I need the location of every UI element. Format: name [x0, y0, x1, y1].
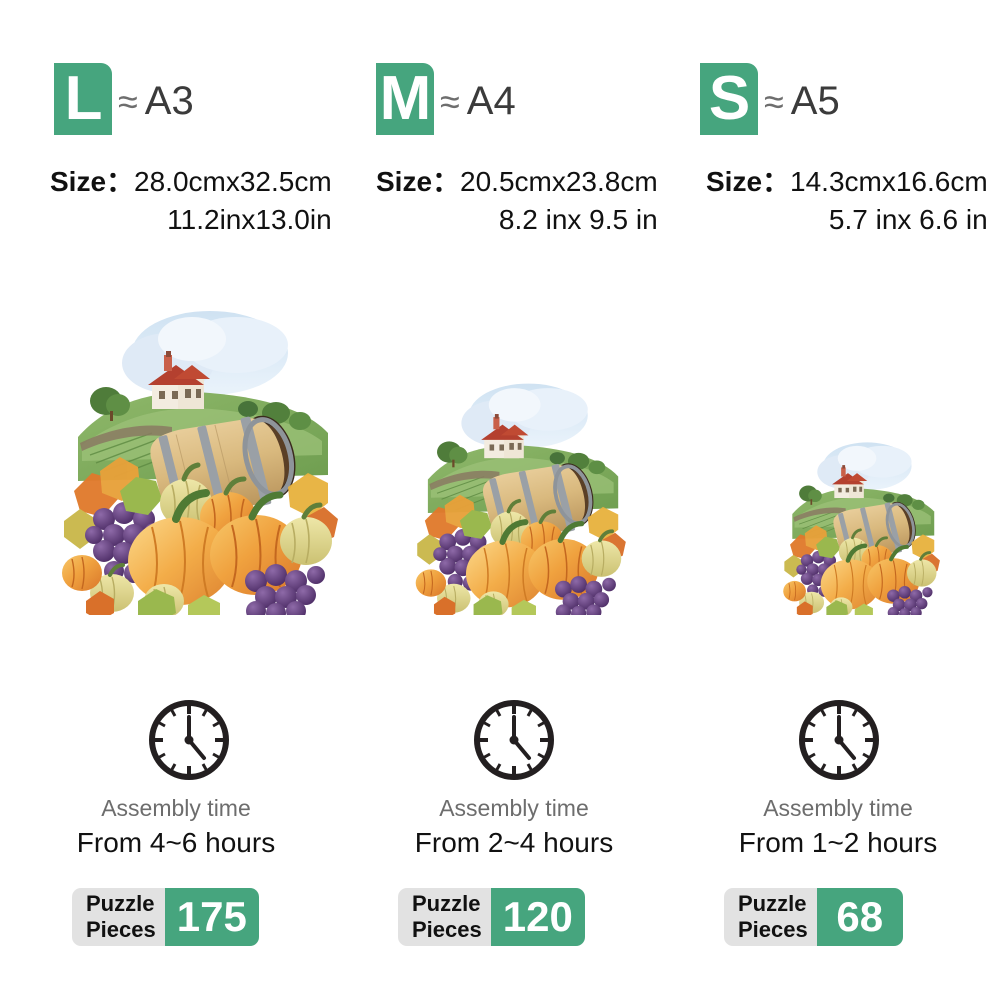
puzzle-pieces-label-large: Puzzle Pieces [72, 888, 165, 946]
assembly-time-value-medium: From 2~4 hours [414, 827, 614, 858]
puzzle-pieces-label-small: Puzzle Pieces [724, 888, 817, 946]
autumn-harvest-puzzle-large [60, 305, 338, 615]
puzzle-pieces-count-small: 68 [816, 888, 903, 946]
assembly-time-title-small: Assembly time [763, 795, 913, 821]
paper-equivalent-large: ≈ A3 [118, 81, 194, 121]
assembly-time-value-large: From 4~6 hours [76, 827, 276, 858]
approximately-icon: ≈ [440, 81, 460, 122]
size-badge-large: L [54, 63, 112, 135]
size-spec-large: Size：28.0cmx32.5cm 11.2inx13.0in [50, 163, 332, 239]
assembly-time-large: Assembly time From 4~6 hours [0, 793, 352, 861]
puzzle-pieces-badge-large: Puzzle Pieces 175 [72, 888, 259, 946]
clock-icon-medium [471, 697, 557, 783]
puzzle-pieces-label-medium: Puzzle Pieces [398, 888, 491, 946]
size-in-medium: 8.2 inx 9.5 in [498, 204, 658, 235]
size-spec-medium: Size：20.5cmx23.8cm 8.2 inx 9.5 in [376, 163, 658, 239]
assembly-time-value-small: From 1~2 hours [738, 827, 938, 858]
size-option-small[interactable]: S ≈ A5 Size：14.3cmx16.6cm 5.7 inx 6.6 in [676, 0, 1000, 1000]
puzzle-pieces-badge-small: Puzzle Pieces 68 [724, 888, 903, 946]
approximately-icon: ≈ [118, 81, 138, 122]
paper-size-label-small: A5 [790, 79, 840, 123]
size-header-large: L ≈ A3 [54, 63, 194, 135]
size-in-small: 5.7 inx 6.6 in [828, 204, 988, 235]
size-badge-medium: M [376, 63, 434, 135]
puzzle-pieces-label-line2-large: Pieces [86, 917, 156, 942]
assembly-time-title-medium: Assembly time [439, 795, 589, 821]
size-header-medium: M ≈ A4 [376, 63, 516, 135]
size-cm-small: 14.3cmx16.6cm [790, 166, 988, 197]
clock-icon-large [146, 697, 232, 783]
paper-size-label-medium: A4 [466, 79, 516, 123]
puzzle-pieces-label-line2-medium: Pieces [412, 917, 482, 942]
size-spec-small: Size：14.3cmx16.6cm 5.7 inx 6.6 in [706, 163, 988, 239]
size-label-large: Size： [50, 166, 135, 197]
paper-equivalent-small: ≈ A5 [764, 81, 840, 121]
assembly-time-small: Assembly time From 1~2 hours [676, 793, 1000, 861]
assembly-time-medium: Assembly time From 2~4 hours [352, 793, 676, 861]
autumn-harvest-puzzle-small [782, 439, 940, 615]
size-cm-medium: 20.5cmx23.8cm [460, 166, 658, 197]
puzzle-pieces-count-large: 175 [164, 888, 259, 946]
puzzle-pieces-label-line2-small: Pieces [738, 917, 808, 942]
size-option-large[interactable]: L ≈ A3 Size：28.0cmx32.5cm 11.2inx13.0in [0, 0, 352, 1000]
puzzle-pieces-label-line1-medium: Puzzle [412, 891, 481, 916]
clock-icon-small [796, 697, 882, 783]
puzzle-pieces-label-line1-small: Puzzle [738, 891, 807, 916]
autumn-harvest-puzzle-medium [414, 379, 626, 615]
size-label-small: Size： [706, 166, 791, 197]
size-in-large: 11.2inx13.0in [167, 204, 332, 235]
approximately-icon: ≈ [764, 81, 784, 122]
size-label-medium: Size： [376, 166, 461, 197]
size-cm-large: 28.0cmx32.5cm [134, 166, 332, 197]
size-badge-small: S [700, 63, 758, 135]
size-option-medium[interactable]: M ≈ A4 Size：20.5cmx23.8cm 8.2 inx 9.5 in [352, 0, 676, 1000]
puzzle-pieces-badge-medium: Puzzle Pieces 120 [398, 888, 585, 946]
puzzle-pieces-label-line1-large: Puzzle [86, 891, 155, 916]
size-header-small: S ≈ A5 [700, 63, 840, 135]
assembly-time-title-large: Assembly time [101, 795, 251, 821]
paper-equivalent-medium: ≈ A4 [440, 81, 516, 121]
puzzle-pieces-count-medium: 120 [490, 888, 585, 946]
paper-size-label-large: A3 [144, 79, 194, 123]
